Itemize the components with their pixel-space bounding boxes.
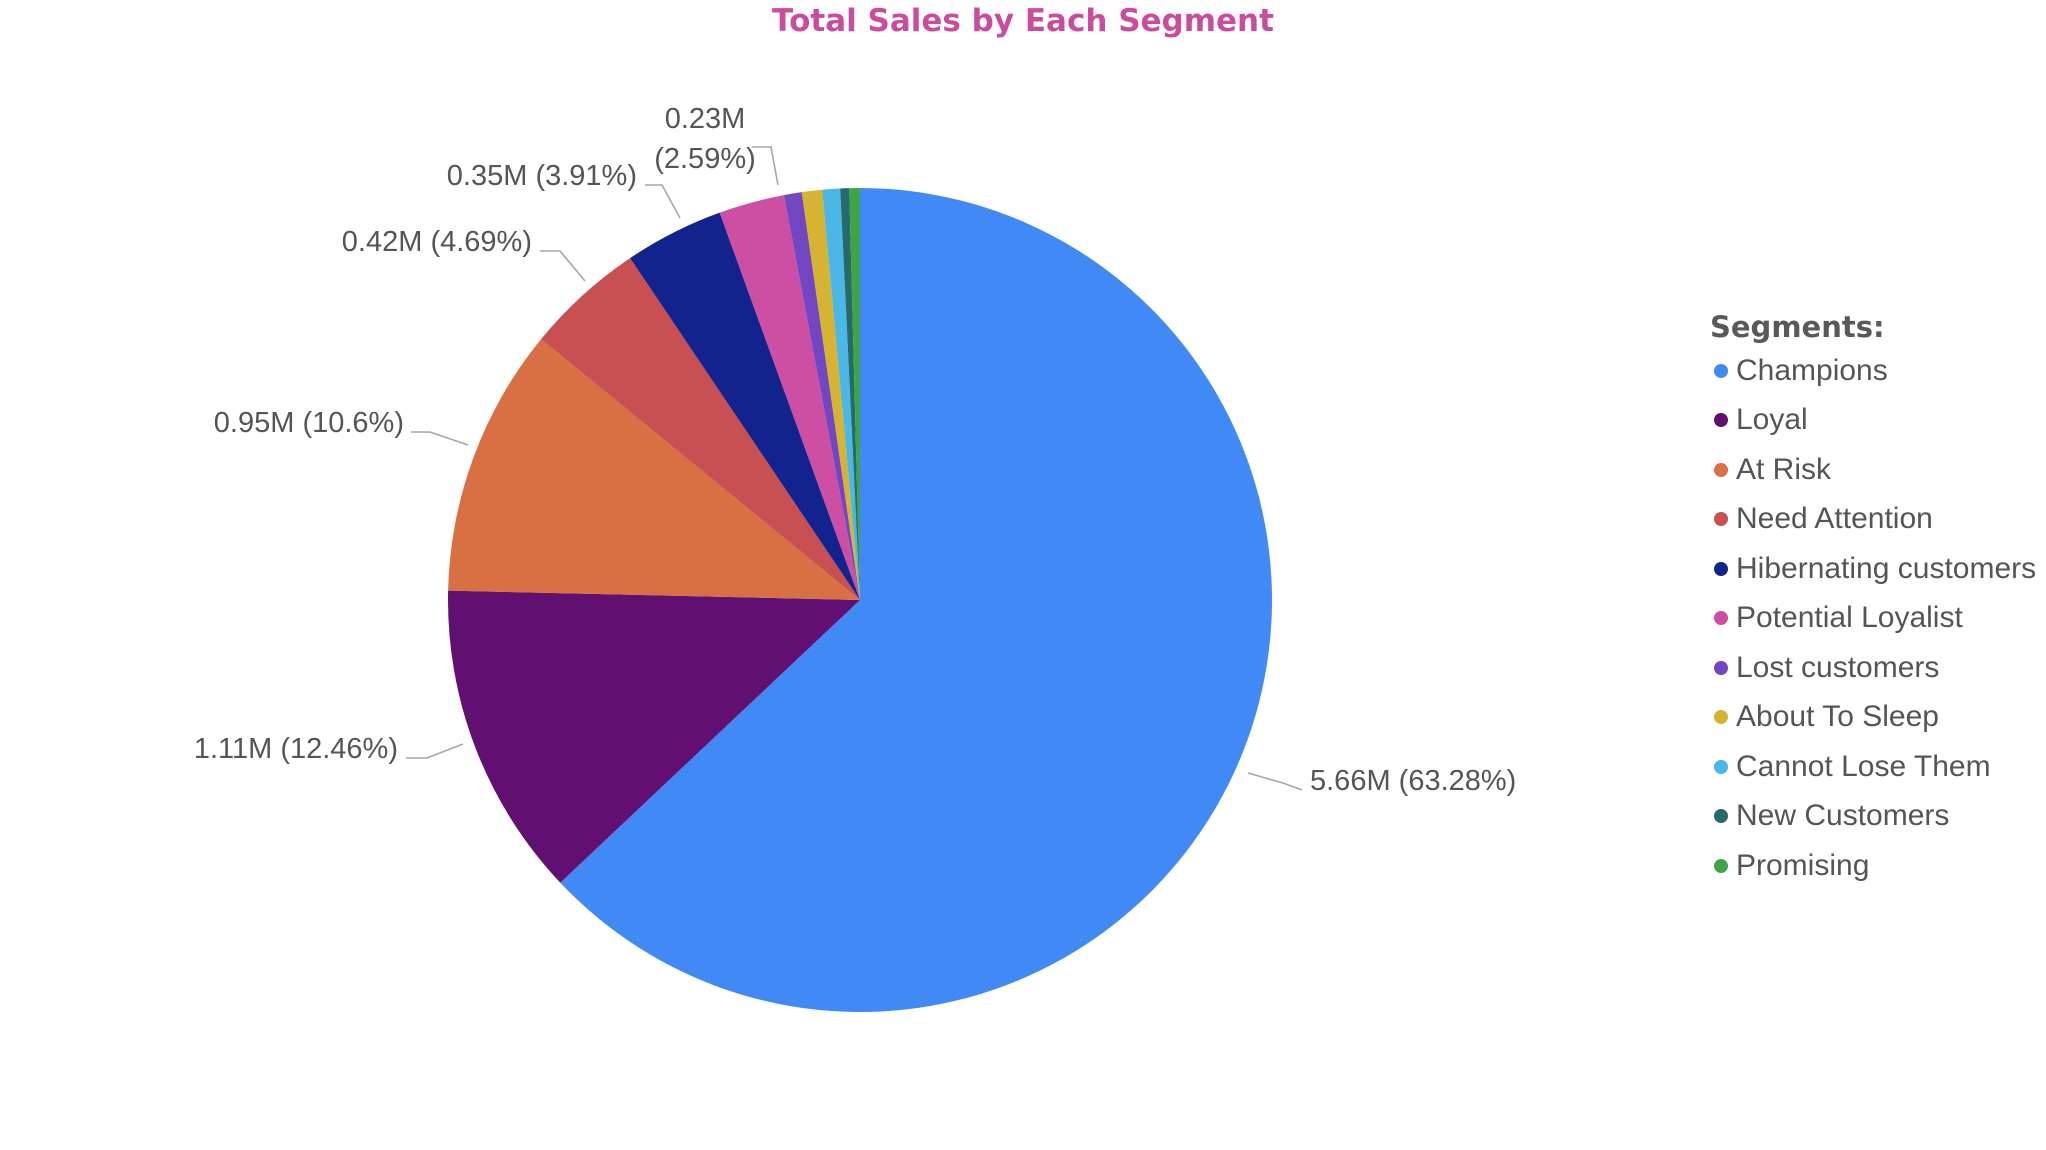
legend-marker (1714, 462, 1728, 477)
legend-marker (1714, 611, 1728, 626)
legend-label: Hibernating customers (1736, 551, 2037, 585)
legend-marker (1714, 710, 1728, 725)
pie-slices (448, 187, 1272, 1013)
legend-marker (1714, 660, 1728, 675)
data-label-hibernating-customers: 0.35M (3.91%) (447, 160, 637, 192)
legend-item-need-attention[interactable]: Need Attention (1710, 495, 2036, 545)
legend-marker (1714, 858, 1728, 873)
legend-marker (1714, 809, 1728, 824)
legend-label: Potential Loyalist (1736, 601, 1963, 635)
pie-slice-potential-loyalist[interactable] (719, 195, 860, 600)
leader-line-at-risk (411, 431, 469, 446)
pie-slice-about-to-sleep[interactable] (801, 189, 860, 601)
pie-data-labels: 5.66M (63.28%) 1.11M (12.46%) 0.95M (10.6%… (194, 103, 1517, 797)
legend-label: Promising (1736, 848, 1870, 882)
leader-line-potential-loyalist (752, 146, 779, 186)
legend-item-champions[interactable]: Champions (1710, 346, 2036, 396)
data-label-need-attention: 0.42M (4.69%) (342, 226, 532, 258)
legend-item-loyal[interactable]: Loyal (1710, 396, 2036, 446)
leader-line-loyal (406, 743, 464, 759)
data-label-at-risk: 0.95M (10.6%) (214, 407, 404, 439)
data-label-champions: 5.66M (63.28%) (1310, 765, 1516, 797)
legend-label: Lost customers (1736, 650, 1940, 684)
pie-slice-new-customers[interactable] (840, 188, 860, 600)
legend-item-about-to-sleep[interactable]: About To Sleep (1710, 693, 2036, 743)
legend-item-new-customers[interactable]: New Customers (1710, 792, 2036, 842)
legend-marker (1714, 363, 1728, 378)
legend-marker (1714, 512, 1728, 527)
pie-slice-lost-customers[interactable] (783, 192, 860, 600)
legend-item-potential-loyalist[interactable]: Potential Loyalist (1710, 594, 2036, 644)
legend-item-hibernating-customers[interactable]: Hibernating customers (1710, 544, 2036, 594)
pie-slice-champions[interactable] (560, 188, 1272, 1013)
legend-item-cannot-lose-them[interactable]: Cannot Lose Them (1710, 742, 2036, 792)
legend-items: Champions Loyal At Risk Need Attention Hiber… (1710, 346, 2036, 891)
legend: Segments: Champions Loyal At Risk Need Atte… (1710, 310, 2036, 891)
leader-line-champions (1247, 772, 1303, 791)
data-label-loyal: 1.11M (12.46%) (194, 733, 398, 765)
legend-item-lost-customers[interactable]: Lost customers (1710, 643, 2036, 693)
pie-slice-cannot-lose-them[interactable] (822, 188, 860, 601)
pie-slice-hibernating-customers[interactable] (630, 212, 860, 600)
chart-title: Total Sales by Each Segment (772, 3, 1274, 39)
pie-slice-need-attention[interactable] (541, 258, 860, 600)
legend-label: Need Attention (1736, 502, 1933, 536)
legend-item-at-risk[interactable]: At Risk (1710, 445, 2036, 495)
leader-line-hibernating-customers (645, 184, 681, 219)
pie-slice-promising[interactable] (849, 187, 860, 600)
pie-slice-at-risk[interactable] (448, 339, 860, 600)
legend-label: Champions (1736, 353, 1888, 387)
legend-label: Cannot Lose Them (1736, 749, 1991, 783)
pie-slice-loyal[interactable] (448, 590, 860, 883)
legend-item-promising[interactable]: Promising (1710, 841, 2036, 891)
legend-label: Loyal (1736, 403, 1808, 437)
legend-label: At Risk (1736, 452, 1832, 486)
legend-label: New Customers (1736, 799, 1950, 833)
legend-marker (1714, 413, 1728, 428)
leader-line-need-attention (540, 250, 586, 282)
legend-marker (1714, 561, 1728, 576)
data-label-potential-loyalist: 0.23M (2.59%) (654, 103, 756, 175)
legend-title: Segments: (1710, 310, 1885, 344)
legend-label: About To Sleep (1736, 700, 1939, 734)
legend-marker (1714, 759, 1728, 774)
